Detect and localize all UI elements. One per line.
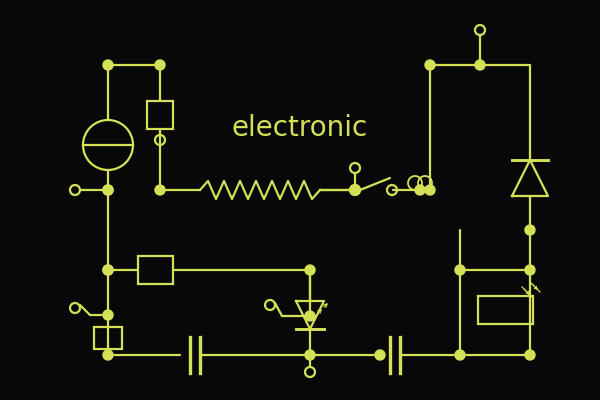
Bar	[137, 256, 173, 284]
Circle shape	[455, 350, 465, 360]
Circle shape	[415, 185, 425, 195]
Circle shape	[455, 265, 465, 275]
Circle shape	[103, 350, 113, 360]
Circle shape	[103, 185, 113, 195]
Bar	[478, 296, 533, 324]
Bar	[94, 327, 122, 349]
Circle shape	[155, 60, 165, 70]
Circle shape	[525, 350, 535, 360]
Circle shape	[525, 225, 535, 235]
Circle shape	[103, 60, 113, 70]
Circle shape	[103, 265, 113, 275]
Circle shape	[103, 265, 113, 275]
Circle shape	[305, 311, 315, 321]
Circle shape	[425, 185, 435, 195]
Circle shape	[350, 185, 360, 195]
Circle shape	[305, 350, 315, 360]
Circle shape	[425, 60, 435, 70]
Circle shape	[103, 310, 113, 320]
Circle shape	[155, 185, 165, 195]
Bar	[147, 101, 173, 129]
Circle shape	[305, 265, 315, 275]
Circle shape	[103, 185, 113, 195]
Circle shape	[350, 185, 360, 195]
Circle shape	[525, 265, 535, 275]
Text: electronic: electronic	[232, 114, 368, 142]
Circle shape	[475, 60, 485, 70]
Circle shape	[375, 350, 385, 360]
